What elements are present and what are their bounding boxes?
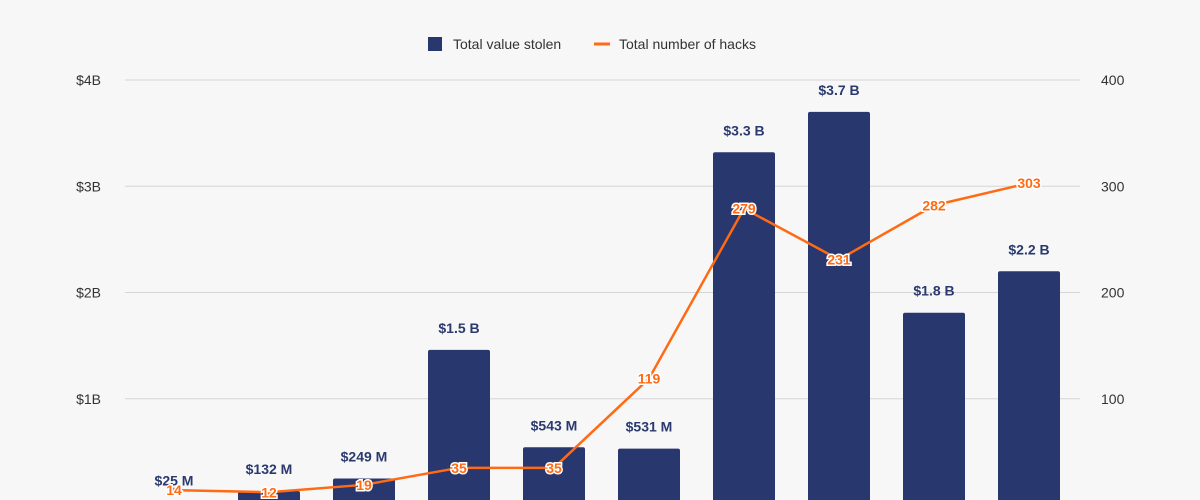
- bar: [523, 447, 585, 500]
- bar: [238, 490, 300, 500]
- bar: [713, 152, 775, 500]
- line-point: [171, 487, 177, 493]
- line-labels: 14 12 19 35 35 119 279 231 282 303: [165, 174, 1043, 500]
- bar: [428, 349, 490, 500]
- bar-data-label: $531 M: [626, 419, 673, 435]
- right-axis-tick-label: 0: [1101, 497, 1109, 500]
- bar-data-label: $3.3 B: [723, 122, 764, 138]
- line-data-label: 35: [451, 460, 467, 476]
- line-data-label: 303: [1017, 175, 1041, 191]
- left-axis: $0B $1B $2B $3B $4B: [76, 72, 101, 500]
- line-point: [266, 489, 272, 495]
- bar-data-label: $132 M: [246, 461, 293, 477]
- line-point: [931, 202, 937, 208]
- bar-data-label: $1.8 B: [913, 283, 954, 299]
- right-axis-tick-label: 400: [1101, 72, 1125, 88]
- bar-data-label: $543 M: [531, 417, 578, 433]
- left-axis-tick-label: $1B: [76, 391, 101, 407]
- line-series: [171, 180, 1032, 495]
- line-data-label: 14: [166, 482, 182, 498]
- line-point: [836, 257, 842, 263]
- line-point: [456, 465, 462, 471]
- bar: [808, 111, 870, 500]
- line-point: [1026, 180, 1032, 186]
- line-data-label: 19: [356, 477, 372, 493]
- bar-data-label: $249 M: [341, 449, 388, 465]
- legend-label-number-of-hacks: Total number of hacks: [619, 36, 756, 52]
- line-data-label: 12: [261, 484, 277, 500]
- right-axis-tick-label: 100: [1101, 391, 1125, 407]
- legend: Total value stolen Total number of hacks: [428, 36, 756, 52]
- line-data-label: 119: [638, 371, 661, 387]
- legend-swatch-value-stolen: [428, 37, 442, 51]
- bar-data-label: $1.5 B: [438, 320, 479, 336]
- right-axis-tick-label: 300: [1101, 178, 1125, 194]
- left-axis-tick-label: $2B: [76, 285, 101, 301]
- left-axis-tick-label: $4B: [76, 72, 101, 88]
- line-data-label: 279: [732, 201, 756, 217]
- line-data-label: 35: [546, 460, 562, 476]
- line-path: [173, 181, 1030, 494]
- line-point: [551, 465, 557, 471]
- line-point: [361, 482, 367, 488]
- bar-data-label: $3.7 B: [818, 82, 859, 98]
- line-data-label: 282: [922, 197, 946, 213]
- line-point: [646, 376, 652, 382]
- bar: [998, 271, 1060, 500]
- bar: [903, 312, 965, 500]
- line-data-label: 231: [827, 252, 851, 268]
- bar: [333, 478, 395, 500]
- line-point: [741, 206, 747, 212]
- legend-label-value-stolen: Total value stolen: [453, 36, 561, 52]
- bar-data-label: $2.2 B: [1008, 241, 1049, 257]
- bar-labels: $25 M $132 M $249 M $1.5 B $543 M $531 M $3.3 …: [155, 82, 1050, 488]
- right-axis: 0 100 200 300 400: [1101, 72, 1125, 500]
- bar-series: [238, 111, 1060, 500]
- left-axis-tick-label: $0B: [76, 497, 101, 500]
- right-axis-tick-label: 200: [1101, 285, 1125, 301]
- bar-data-label: $25 M: [155, 472, 194, 488]
- left-axis-tick-label: $3B: [76, 178, 101, 194]
- bar: [618, 448, 680, 500]
